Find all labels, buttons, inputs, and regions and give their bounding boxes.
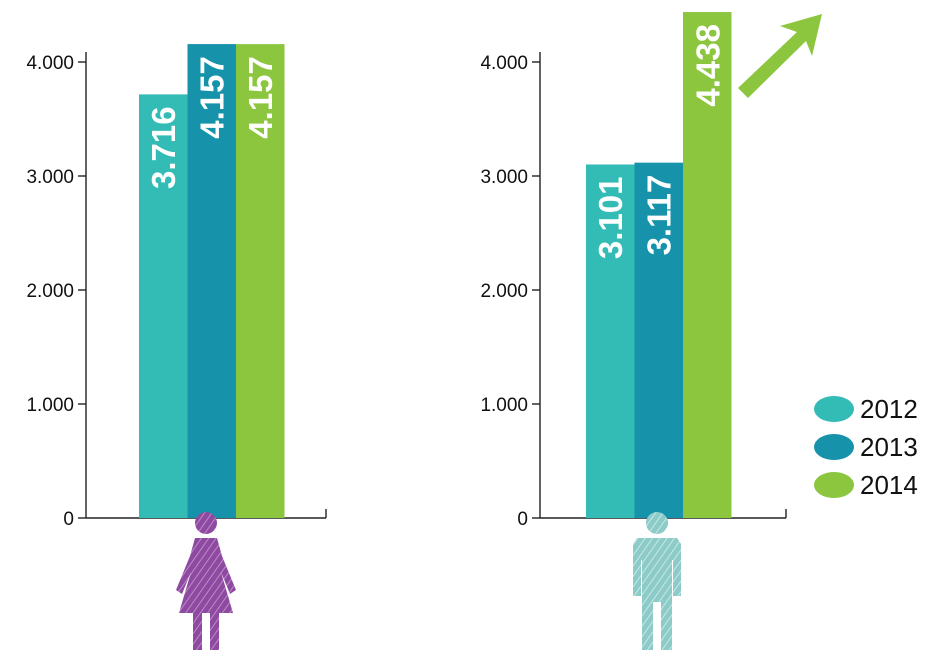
legend-swatch-2013 (814, 434, 854, 460)
y-tick-label: 1.000 (480, 395, 528, 416)
bar-2012 (586, 164, 635, 518)
up-arrow-icon (738, 14, 822, 98)
y-tick-label: 4.000 (26, 53, 74, 74)
y-tick-label: 0 (517, 509, 528, 530)
bar-2013 (187, 44, 236, 519)
male-figure-icon (633, 512, 681, 650)
bar-value-label: 4.438 (689, 24, 726, 107)
legend-item-2012: 2012 (814, 390, 940, 428)
bar-value-label: 3.101 (592, 176, 629, 259)
y-tick-label: 3.000 (480, 167, 528, 188)
bar-2012 (139, 94, 188, 518)
y-tick-label: 3.000 (26, 167, 74, 188)
y-tick-label: 2.000 (26, 281, 74, 302)
female-figure-icon (176, 512, 236, 650)
bar-value-label: 4.157 (242, 56, 279, 139)
legend-swatch-2014 (814, 472, 854, 498)
legend-label-2014: 2014 (860, 469, 918, 500)
legend-swatch-2012 (814, 396, 854, 422)
y-tick-label: 1.000 (26, 395, 74, 416)
bar-2014 (236, 44, 285, 519)
bar-2013 (634, 162, 683, 519)
legend-item-2013: 2013 (814, 428, 940, 466)
legend-item-2014: 2014 (814, 466, 940, 504)
chart-1: 0 1.000 2.000 3.000 4.000 3.716 4.157 4.157 (26, 44, 327, 530)
y-tick-label: 2.000 (480, 281, 528, 302)
bar-value-label: 4.157 (194, 56, 231, 139)
legend: 2012 2013 2014 (814, 390, 940, 504)
bar-value-label: 3.117 (641, 175, 678, 256)
bar-value-label: 3.716 (145, 106, 182, 189)
chart-2: 0 1.000 2.000 3.000 4.000 3.101 3.117 4.438 (480, 12, 787, 530)
y-tick-label: 4.000 (480, 53, 528, 74)
bar-2014 (683, 12, 732, 519)
legend-label-2013: 2013 (860, 431, 918, 462)
legend-label-2012: 2012 (860, 393, 918, 424)
y-tick-label: 0 (63, 509, 74, 530)
